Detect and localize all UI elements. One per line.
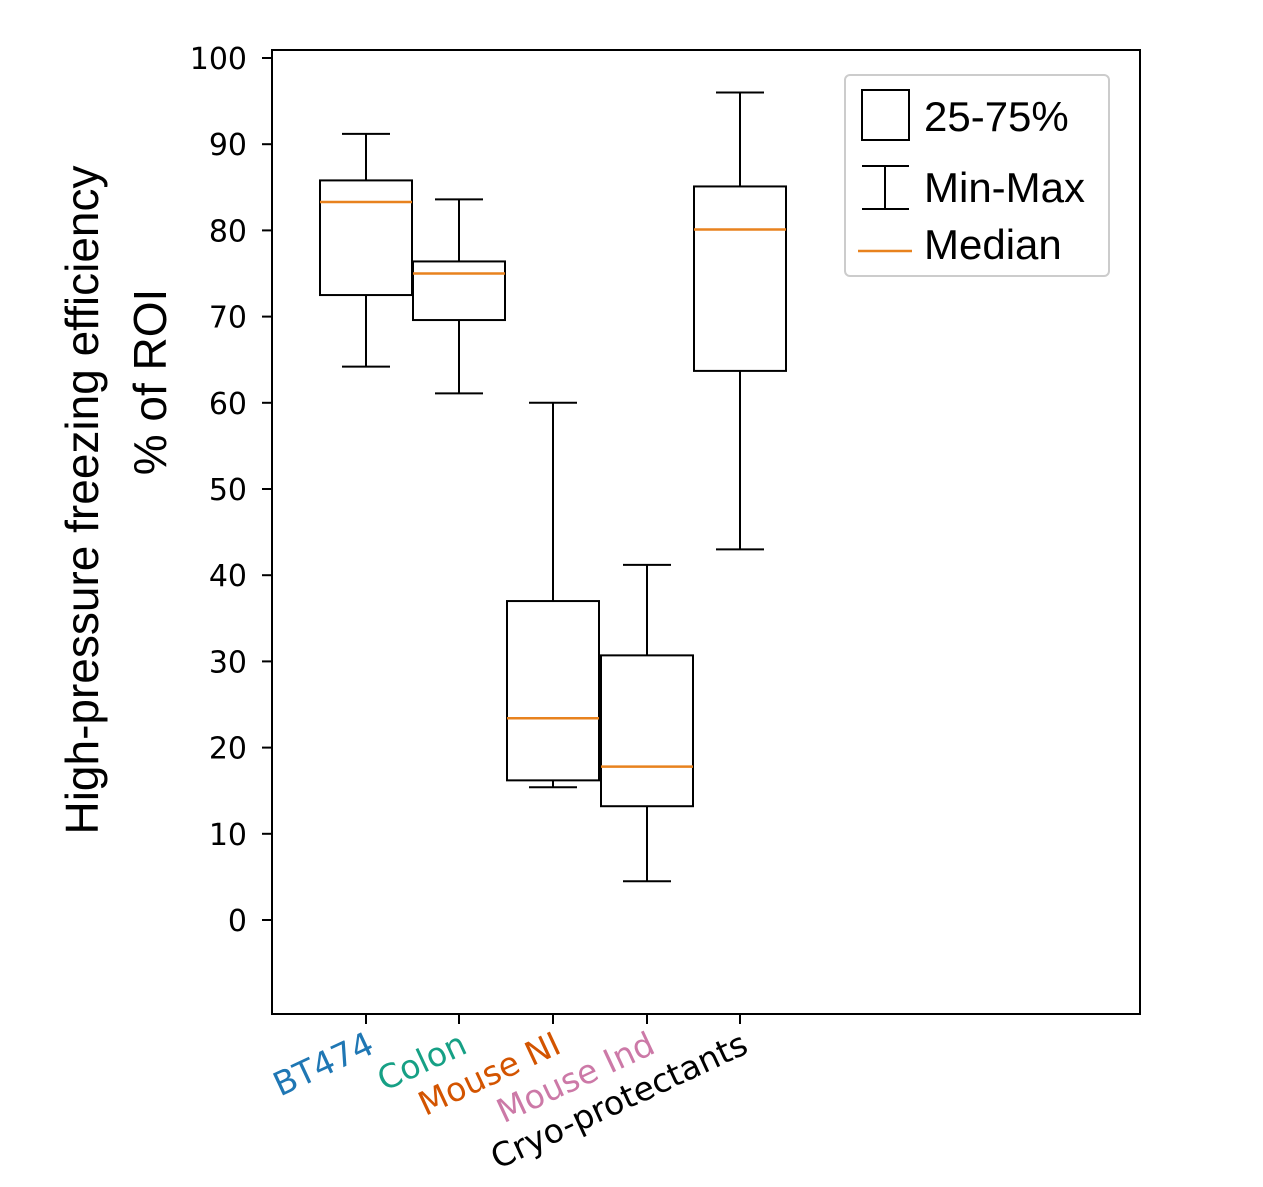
y-tick-label: 90	[209, 128, 247, 163]
y-tick-label: 0	[228, 904, 247, 939]
y-axis-title: High-pressure freezing efficiency % of R…	[56, 165, 176, 834]
iqr-box	[506, 600, 600, 782]
legend-label-box: 25-75%	[924, 93, 1069, 140]
y-tick-label: 80	[209, 214, 247, 249]
box-2	[412, 198, 506, 395]
iqr-box	[600, 654, 694, 808]
y-tick-label: 60	[209, 387, 247, 422]
iqr-box	[319, 179, 413, 297]
y-tick-label: 20	[209, 732, 247, 767]
y-axis-ticks: 0 10 20 30 40 50 60 70 80 90 100	[190, 42, 272, 939]
legend-box-icon	[861, 89, 910, 141]
y-tick-label: 50	[209, 473, 247, 508]
box-1	[319, 132, 413, 368]
y-axis-title-line-1: High-pressure freezing efficiency	[56, 165, 108, 834]
legend-whisker-icon	[862, 165, 909, 210]
y-tick-label: 10	[209, 818, 247, 853]
iqr-box	[412, 260, 506, 322]
y-tick-label: 100	[190, 42, 247, 77]
y-tick-label: 40	[209, 559, 247, 594]
iqr-box	[693, 185, 787, 372]
y-tick-label: 30	[209, 645, 247, 680]
y-tick-label: 70	[209, 301, 247, 336]
y-axis-title-line-2: % of ROI	[124, 289, 176, 476]
x-tick-label: BT474	[267, 1024, 379, 1104]
box-4	[600, 563, 694, 883]
box-series	[319, 91, 787, 883]
legend-frame	[844, 74, 1110, 277]
legend: 25-75% Min-Max Median	[844, 74, 1110, 277]
legend-label-median: Median	[924, 221, 1062, 268]
legend-label-min-max: Min-Max	[924, 164, 1085, 211]
box-5	[693, 91, 787, 551]
box-3	[506, 401, 600, 789]
plot-frame	[271, 49, 1141, 1015]
